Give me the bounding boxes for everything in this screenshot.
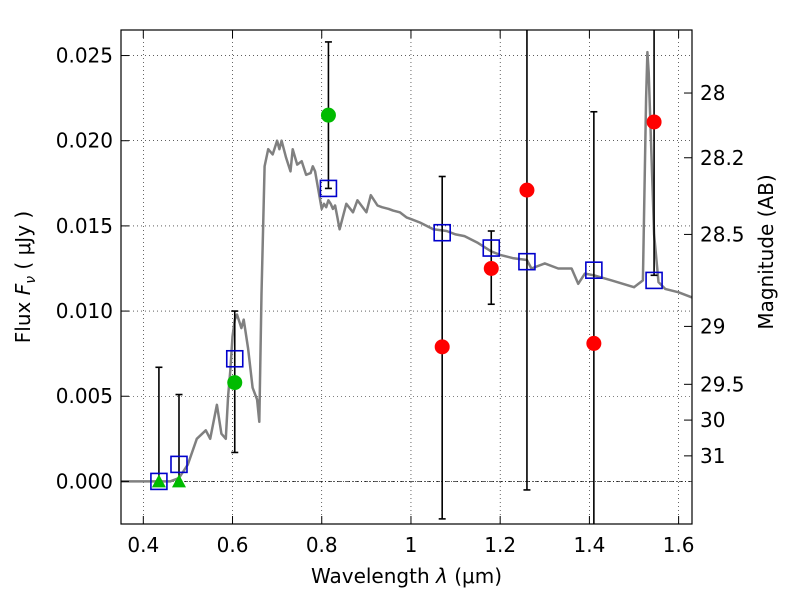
y2-tick-label-1: 28.2 [700,146,745,170]
circle-marker-3-4 [646,114,662,130]
circle-marker-1-1 [320,107,336,123]
x-tick-label-3: 1 [405,533,418,557]
x-tick-label-6: 1.6 [663,533,695,557]
x-tick-label-1: 0.6 [217,533,249,557]
y-axis-label: Flux Fν ( μJy ) [11,211,39,343]
y2-tick-label-6: 31 [700,444,725,468]
y-tick-label-5: 0.025 [56,44,113,68]
x-tick-label-0: 0.4 [127,533,159,557]
square-marker-5 [482,239,501,257]
square-marker-8 [645,271,663,290]
square-marker-4 [433,223,451,242]
triangle-marker-1 [171,474,186,488]
x-tick-label-4: 1.2 [484,533,516,557]
square-marker-2 [225,349,244,368]
circle-marker-3-3 [586,335,602,351]
square-marker-3 [319,179,338,198]
y-tick-label-3: 0.015 [56,214,113,238]
axis-ticks: 0.4 0.6 0.8 1 1.2 1.4 1.6 0.000 0.005 0.010 0.015 0… [56,30,745,557]
y2-tick-label-5: 30 [700,408,725,432]
grid [121,30,692,524]
circle-marker-1-0 [227,375,243,391]
square-marker-1 [170,455,188,474]
plot-frame [120,29,693,525]
y2-axis-label: Magnitude (AB) [754,174,778,329]
x-tick-label-2: 0.8 [306,533,338,557]
y-tick-label-1: 0.005 [56,384,113,408]
y2-tick-label-3: 29 [700,314,725,338]
x-tick-label-5: 1.4 [573,533,605,557]
circle-marker-3-2 [519,182,535,198]
circle-marker-3-0 [434,339,450,355]
square-marker-7 [585,261,603,279]
y-tick-label-2: 0.010 [56,299,113,323]
x-axis-label: Wavelength λ (μm) [311,564,502,588]
circle-marker-3-1 [483,260,499,276]
y2-tick-label-0: 28 [700,81,725,105]
y2-tick-label-4: 29.5 [700,372,745,396]
y-tick-label-0: 0.000 [56,469,113,493]
data-markers [150,107,663,491]
y-tick-label-4: 0.020 [56,129,113,153]
square-marker-0 [150,472,168,491]
triangle-marker-0 [151,474,166,488]
square-marker-6 [518,252,536,271]
y2-tick-label-2: 28.5 [700,222,745,246]
